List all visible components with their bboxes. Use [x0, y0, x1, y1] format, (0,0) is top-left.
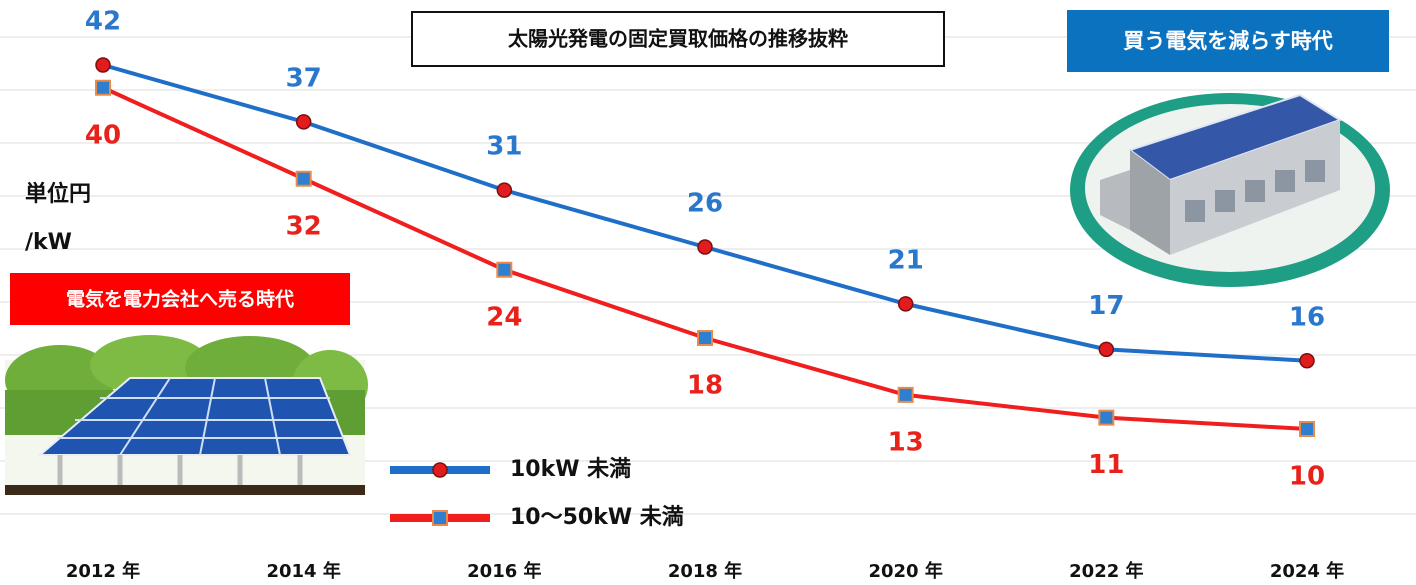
marker — [433, 511, 447, 525]
data-label: 17 — [1088, 291, 1124, 321]
data-label: 26 — [687, 189, 723, 219]
x-tick-label: 2012 年 — [66, 560, 140, 582]
y-axis-label: /kW — [25, 230, 72, 255]
marker — [497, 263, 511, 277]
data-label: 11 — [1088, 450, 1124, 480]
x-tick-label: 2024 年 — [1270, 560, 1344, 582]
marker — [1099, 342, 1113, 356]
building-illustration — [1070, 93, 1390, 287]
marker — [899, 388, 913, 402]
solar-farm-illustration — [5, 335, 368, 495]
y-axis-label: 単位円 — [25, 181, 91, 207]
data-label: 42 — [85, 7, 121, 37]
chart-title: 太陽光発電の固定買取価格の推移抜粋 — [508, 27, 848, 51]
data-label: 31 — [486, 132, 522, 162]
legend-label: 10～50kW 未満 — [510, 504, 684, 530]
marker — [297, 172, 311, 186]
marker — [297, 115, 311, 129]
marker — [1099, 411, 1113, 425]
annotation: 電気を電力会社へ売る時代 — [66, 288, 294, 311]
data-label: 13 — [888, 427, 924, 457]
marker — [96, 81, 110, 95]
data-label: 10 — [1289, 462, 1325, 492]
x-tick-label: 2020 年 — [868, 560, 942, 582]
marker — [698, 240, 712, 254]
marker — [1300, 354, 1314, 368]
marker — [899, 297, 913, 311]
marker — [698, 331, 712, 345]
data-label: 37 — [286, 63, 322, 93]
marker — [96, 58, 110, 72]
marker — [497, 183, 511, 197]
annotation: 買う電気を減らす時代 — [1123, 29, 1333, 53]
x-tick-label: 2014 年 — [266, 560, 340, 582]
data-label: 21 — [888, 245, 924, 275]
marker — [1300, 422, 1314, 436]
marker — [433, 463, 447, 477]
x-tick-label: 2022 年 — [1069, 560, 1143, 582]
data-label: 18 — [687, 371, 723, 401]
data-label: 16 — [1289, 302, 1325, 332]
chart: 太陽光発電の固定買取価格の推移抜粋 買う電気を減らす時代 電気を電力会社へ売る時… — [0, 0, 1416, 585]
data-label: 32 — [286, 211, 322, 241]
data-label: 40 — [85, 120, 121, 150]
x-tick-label: 2016 年 — [467, 560, 541, 582]
data-label: 24 — [486, 302, 522, 332]
legend-label: 10kW 未満 — [510, 456, 631, 482]
x-tick-label: 2018 年 — [668, 560, 742, 582]
